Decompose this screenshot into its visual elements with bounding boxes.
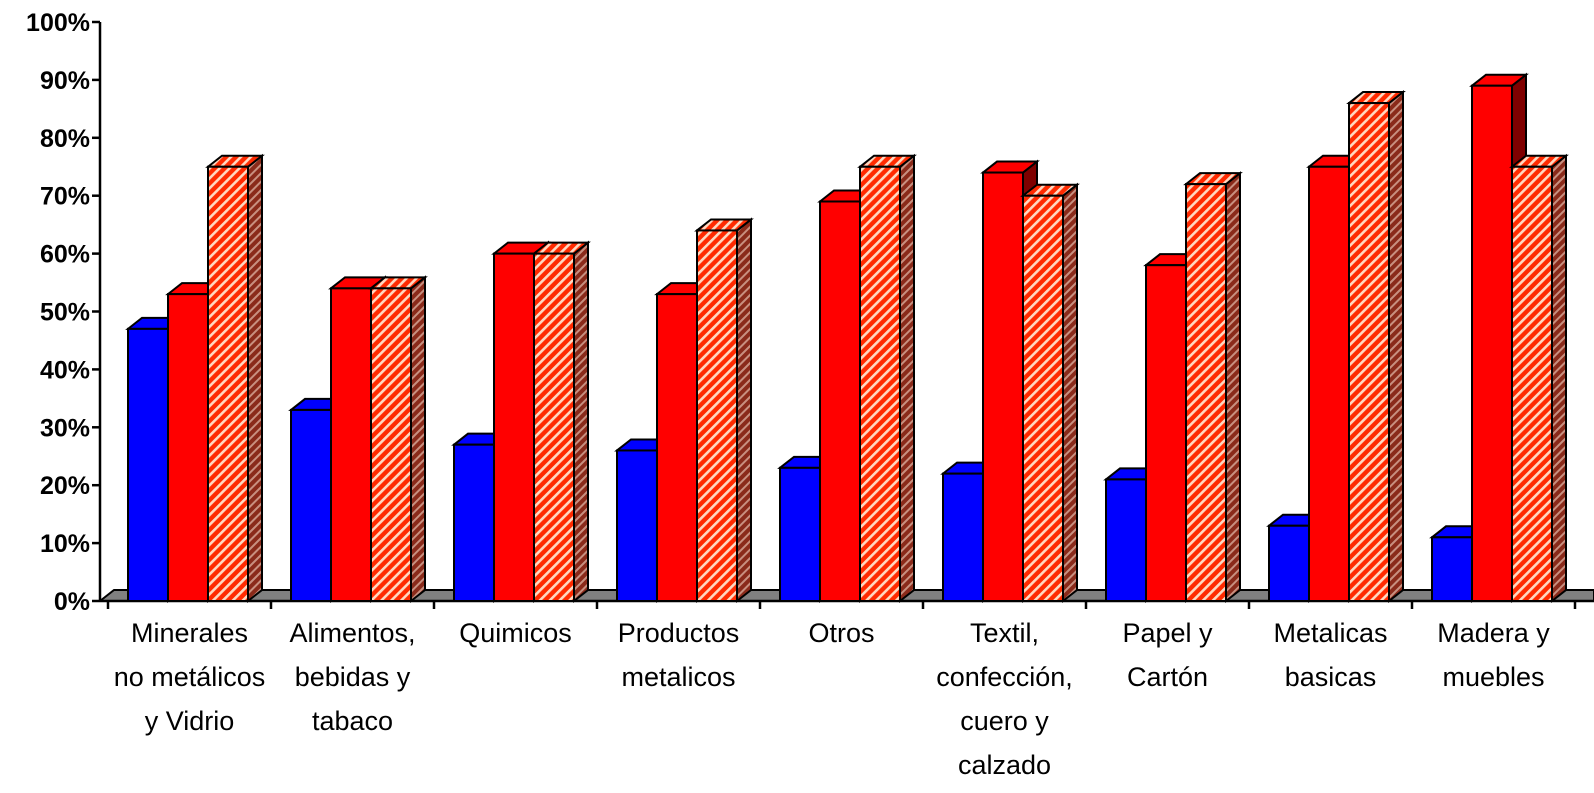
x-category-label-line: Otros	[808, 618, 874, 648]
bar-front-face	[1511, 165, 1553, 602]
y-tick-label: 90%	[40, 67, 90, 95]
bar-front-face	[942, 472, 984, 602]
bar-front-face	[290, 408, 332, 602]
x-category-label-line: muebles	[1442, 662, 1544, 692]
bar	[694, 217, 754, 604]
bar-side-face	[1551, 153, 1567, 604]
bar-side-face	[573, 240, 589, 604]
x-category-label-line: metalicos	[621, 662, 735, 692]
x-category-label-line: confección,	[936, 662, 1073, 692]
x-category-label-line: Metalicas	[1273, 618, 1387, 648]
bar-front-face	[1145, 264, 1187, 602]
x-category-label: Alimentos, bebidas y tabaco	[289, 618, 415, 736]
bar-front-face	[127, 327, 169, 602]
x-category-label-line: Papel y	[1122, 618, 1213, 648]
bar-front-face	[493, 252, 535, 602]
bar-front-face	[1471, 84, 1513, 602]
x-category-label-line: tabaco	[312, 706, 393, 736]
bar-side-face	[1388, 90, 1404, 604]
x-category-label-line: Alimentos,	[289, 618, 415, 648]
bars	[125, 72, 1569, 604]
bar-front-face	[533, 252, 575, 602]
x-category-label-line: bebidas y	[295, 662, 411, 692]
bar	[1509, 153, 1569, 604]
bar-front-face	[330, 287, 372, 602]
x-category-label-line: cuero y	[960, 706, 1049, 736]
x-category-label: Papel y Cartón	[1122, 618, 1213, 692]
y-tick-label: 10%	[40, 530, 90, 558]
bar-front-face	[1185, 183, 1227, 602]
x-category-label-line: basicas	[1285, 662, 1377, 692]
x-category-label-line: Minerales	[131, 618, 248, 648]
y-tick-label: 30%	[40, 414, 90, 442]
y-tick-label: 80%	[40, 125, 90, 153]
x-category-label-line: no metálicos	[114, 662, 266, 692]
bar-front-face	[779, 466, 821, 602]
bar-side-face	[899, 153, 915, 604]
x-category-label: Minerales no metálicos y Vidrio	[114, 618, 266, 736]
bar-front-face	[1268, 524, 1310, 602]
x-axis-labels: Minerales no metálicos y Vidrio Alimentos, b…	[114, 618, 1551, 780]
bar-front-face	[859, 165, 901, 602]
bar-side-face	[736, 217, 752, 604]
bar-front-face	[453, 443, 495, 603]
bar	[531, 240, 591, 604]
bar-front-face	[167, 293, 209, 602]
x-category-label-line: y Vidrio	[145, 706, 235, 736]
x-category-label-line: Cartón	[1127, 662, 1208, 692]
bar-side-face	[1062, 182, 1078, 604]
bar	[1183, 171, 1243, 604]
y-tick-label: 0%	[54, 588, 90, 616]
bar-front-face	[819, 200, 861, 603]
bar	[205, 153, 265, 604]
y-tick-label: 20%	[40, 472, 90, 500]
bar	[368, 275, 428, 604]
bar-front-face	[982, 171, 1024, 602]
y-tick-label: 50%	[40, 299, 90, 327]
bar-side-face	[247, 153, 263, 604]
y-tick-label: 100%	[26, 9, 90, 37]
y-tick-label: 60%	[40, 241, 90, 269]
x-category-label: Quimicos	[459, 618, 572, 648]
bar-front-face	[696, 229, 738, 602]
bar	[857, 153, 917, 604]
bar-front-face	[616, 449, 658, 602]
x-category-label-line: Textil,	[970, 618, 1039, 648]
bar-front-face	[370, 287, 412, 602]
x-category-label: Otros	[808, 618, 874, 648]
bar	[1020, 182, 1080, 604]
bar-front-face	[1022, 194, 1064, 602]
y-tick-label: 40%	[40, 356, 90, 384]
bar-front-face	[1348, 102, 1390, 602]
bar-side-face	[1225, 171, 1241, 604]
x-category-label-line: Quimicos	[459, 618, 572, 648]
bar-front-face	[656, 293, 698, 602]
x-category-label: Metalicas basicas	[1273, 618, 1387, 692]
bar-front-face	[207, 165, 249, 602]
bar-front-face	[1431, 536, 1473, 602]
x-category-label: Textil, confección, cuero y calzado	[936, 618, 1073, 780]
bar-front-face	[1105, 478, 1147, 602]
x-category-label-line: Productos	[618, 618, 740, 648]
bar-side-face	[410, 275, 426, 604]
x-category-label-line: calzado	[958, 750, 1051, 780]
x-category-label-line: Madera y	[1437, 618, 1550, 648]
bar-front-face	[1308, 165, 1350, 602]
bar	[1346, 90, 1406, 604]
y-tick-label: 70%	[40, 183, 90, 211]
y-tick-labels: 0% 10% 20% 30% 40% 50% 60% 70% 80% 90% 100%	[26, 9, 90, 616]
x-category-label: Madera y muebles	[1437, 618, 1550, 692]
x-category-label: Productos metalicos	[618, 618, 740, 692]
